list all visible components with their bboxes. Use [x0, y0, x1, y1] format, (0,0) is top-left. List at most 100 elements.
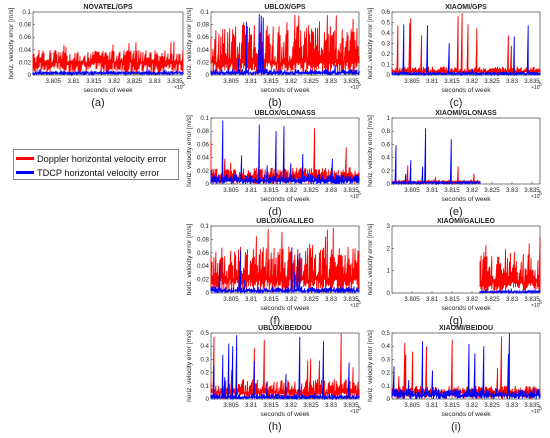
x-tick-label: 3.805 [404, 296, 420, 303]
x-tick-label: 3.805 [223, 402, 239, 409]
x-axis-label: seconds of week [260, 196, 310, 203]
legend-swatch-tdcp [16, 171, 34, 174]
panel-a: 0 0.02 0.04 0.06 0.08 0.1 3.805 3.81 3.815 3.82 3.… [8, 4, 185, 109]
y-tick-label: 0.04 [197, 47, 210, 54]
x-tick-label: 3.81 [245, 402, 258, 409]
panel-d: 0 0.02 0.04 0.06 0.08 0.1 3.805 3.81 3.815 3.82 3.… [186, 110, 361, 218]
x-exponent-power: 5 [539, 191, 542, 197]
x-exponent-power: 5 [539, 82, 542, 88]
x-exponent-power: 5 [358, 191, 361, 197]
y-tick-label: 0.4 [381, 155, 390, 162]
series-doppler-line [210, 14, 360, 76]
y-tick-label: 0.08 [197, 128, 210, 135]
series-doppler-line [32, 41, 184, 75]
x-tick-label: 3.825 [484, 296, 500, 303]
x-tick-label: 3.805 [223, 187, 239, 194]
x-tick-label: 3.805 [46, 78, 62, 85]
x-tick-label: 3.83 [506, 402, 519, 409]
x-exponent-power: 5 [539, 406, 542, 412]
y-tick-label: 0.2 [381, 51, 390, 58]
y-tick-label: 0.2 [200, 370, 209, 377]
y-tick-label: 0.4 [381, 30, 390, 37]
y-axis-label: horiz. velocity error [m/s] [186, 7, 193, 79]
y-axis-label: horiz. velocity error [m/s] [186, 115, 193, 187]
x-tick-label: 3.825 [484, 402, 500, 409]
x-exponent-power: 5 [358, 82, 361, 88]
y-axis-label: horiz. velocity error [m/s] [367, 330, 374, 402]
y-tick-label: 0.2 [381, 370, 390, 377]
y-tick-label: 0.5 [381, 330, 390, 337]
plot-area [391, 11, 541, 76]
plot-area [391, 117, 541, 185]
x-tick-label: 3.815 [444, 296, 460, 303]
x-tick-label: 3.83 [325, 296, 338, 303]
y-tick-label: 0.06 [19, 34, 32, 41]
x-tick-label: 3.835 [343, 402, 359, 409]
series-tdcp-line [210, 335, 360, 401]
y-tick-label: 1 [387, 268, 391, 275]
panel-caption: (f) [270, 315, 280, 327]
y-tick-label: 0.02 [197, 277, 210, 284]
panel-title: UBLOX/GLONASS [254, 110, 315, 117]
x-tick-label: 3.825 [303, 296, 319, 303]
y-tick-label: 0.08 [197, 22, 210, 29]
y-tick-label: 0.04 [197, 155, 210, 162]
x-tick-label: 3.835 [524, 296, 540, 303]
x-tick-label: 3.815 [263, 296, 279, 303]
x-tick-label: 3.82 [466, 78, 479, 85]
y-tick-label: 0.4 [200, 343, 209, 350]
y-tick-label: 0.06 [197, 141, 210, 148]
series-tdcp-line [210, 13, 360, 77]
x-exponent: ×10 [350, 303, 359, 309]
x-tick-label: 3.81 [426, 187, 439, 194]
y-axis-label: horiz. velocity error [m/s] [8, 7, 15, 79]
panel-caption: (c) [450, 97, 463, 109]
series-tdcp-line [32, 69, 184, 77]
series-tdcp-line [479, 288, 541, 295]
panel-c: 0 0.1 0.2 0.3 0.4 0.5 0.6 3.805 3.81 3.815 3.82 3.8… [367, 4, 542, 109]
legend-swatch-doppler [16, 157, 34, 160]
series-tdcp-line [391, 24, 541, 77]
x-tick-label: 3.825 [484, 187, 500, 194]
y-tick-label: 0.08 [197, 236, 210, 243]
x-tick-label: 3.805 [404, 78, 420, 85]
legend-item-tdcp: TDCP horizontal velocity error [16, 166, 159, 179]
panel-title: XIAOMI/GPS [445, 4, 487, 11]
x-exponent: ×10 [531, 85, 540, 91]
y-tick-label: 0.1 [200, 223, 209, 230]
legend-label-tdcp: TDCP horizontal velocity error [37, 167, 160, 178]
y-tick-label: 0 [28, 72, 32, 79]
x-exponent: ×10 [531, 194, 540, 200]
legend-label-doppler: Doppler horizontal velocity error [37, 153, 167, 164]
x-tick-label: 3.815 [86, 78, 102, 85]
panel-title: XIAOMI/GLONASS [435, 110, 497, 117]
x-tick-label: 3.835 [343, 187, 359, 194]
x-tick-label: 3.805 [404, 187, 420, 194]
y-tick-label: 0.06 [197, 34, 210, 41]
x-tick-label: 3.825 [303, 402, 319, 409]
y-tick-label: 0.1 [200, 9, 209, 16]
x-tick-label: 3.815 [263, 78, 279, 85]
y-tick-label: 0 [387, 72, 391, 79]
x-tick-label: 3.83 [325, 78, 338, 85]
panel-i: 0 0.1 0.2 0.3 0.4 0.5 3.805 3.81 3.815 3.82 3.825 3… [367, 325, 542, 433]
x-tick-label: 3.83 [506, 296, 519, 303]
y-tick-label: 0.6 [381, 9, 390, 16]
legend-item-doppler: Doppler horizontal velocity error [16, 152, 167, 165]
y-tick-label: 0.02 [197, 59, 210, 66]
panel-caption: (a) [91, 97, 104, 109]
y-tick-label: 2 [387, 245, 391, 252]
panel-caption: (g) [449, 315, 462, 327]
y-axis-label: horiz. velocity error [m/s] [186, 330, 193, 402]
x-tick-label: 3.83 [325, 402, 338, 409]
x-tick-label: 3.83 [506, 78, 519, 85]
x-tick-label: 3.825 [303, 78, 319, 85]
x-tick-label: 3.825 [303, 187, 319, 194]
panel-f: 0 0.02 0.04 0.06 0.08 0.1 3.805 3.81 3.815 3.82 3.… [186, 218, 361, 327]
y-tick-label: 0.2 [381, 168, 390, 175]
series-doppler-line [479, 236, 541, 293]
x-exponent: ×10 [531, 409, 540, 415]
x-tick-label: 3.81 [426, 296, 439, 303]
x-tick-label: 3.815 [263, 402, 279, 409]
